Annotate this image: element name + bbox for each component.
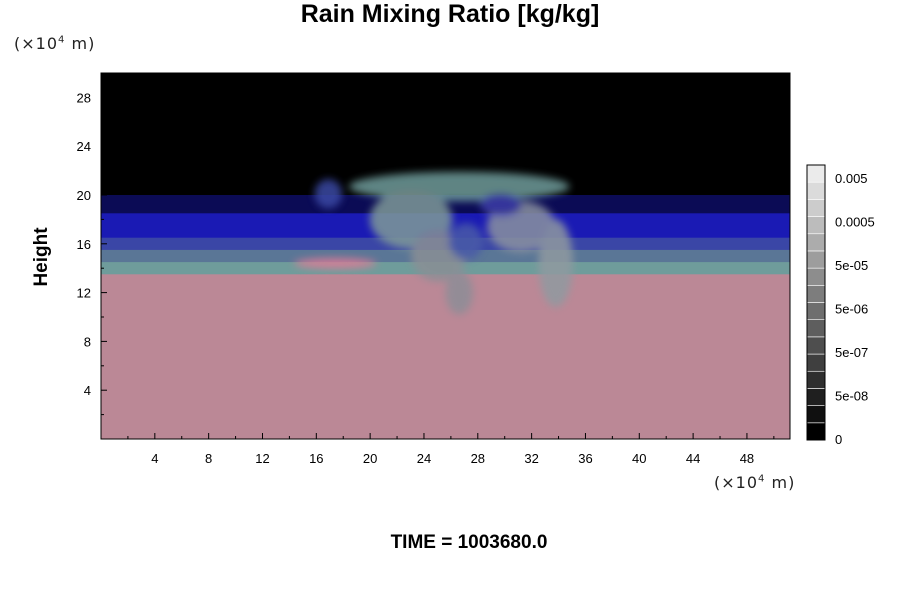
colorbar-level-8 xyxy=(806,285,826,303)
x-tick-label-3: 16 xyxy=(309,451,323,466)
chart-title: Rain Mixing Ratio [kg/kg] xyxy=(300,0,600,28)
colorbar-level-3 xyxy=(806,370,826,389)
x-axis-unit: (×104 m) xyxy=(714,473,795,492)
x-tick-label-1: 8 xyxy=(205,451,212,466)
plume-blob-7 xyxy=(314,179,343,209)
colorbar-level-10 xyxy=(806,250,826,269)
plume-blob-8 xyxy=(445,270,474,315)
y-tick-label-0: 4 xyxy=(84,383,91,398)
x-tick-label-9: 40 xyxy=(632,451,646,466)
colorbar-level-15 xyxy=(806,164,826,183)
y-tick-label-1: 8 xyxy=(84,334,91,349)
colorbar-level-9 xyxy=(806,267,826,286)
plume-blob-9 xyxy=(479,193,522,216)
y-tick-label-3: 16 xyxy=(77,237,91,252)
x-tick-label-4: 20 xyxy=(363,451,377,466)
colorbar-level-12 xyxy=(806,216,826,235)
x-tick-label-2: 12 xyxy=(255,451,269,466)
y-tick-label-2: 12 xyxy=(77,286,91,301)
colorbar-level-5 xyxy=(806,336,826,355)
colorbar-level-1 xyxy=(806,405,826,424)
colorbar-label-6: 0 xyxy=(835,432,842,447)
y-tick-label-6: 28 xyxy=(77,90,91,105)
plume-blob-0 xyxy=(349,171,570,202)
x-tick-label-8: 36 xyxy=(578,451,592,466)
colorbar-level-14 xyxy=(806,181,826,200)
x-tick-label-10: 44 xyxy=(686,451,700,466)
colorbar-level-11 xyxy=(806,233,826,252)
colorbar-label-1: 0.0005 xyxy=(835,215,875,230)
plot-frame xyxy=(100,72,791,440)
x-tick-label-11: 48 xyxy=(740,451,754,466)
colorbar-label-4: 5e-07 xyxy=(835,345,868,360)
colorbar-label-2: 5e-05 xyxy=(835,258,868,273)
x-unit-suffix: m) xyxy=(765,473,796,492)
plume-blob-4 xyxy=(538,219,573,308)
x-tick-label-6: 28 xyxy=(471,451,485,466)
plume-blob-5 xyxy=(293,257,377,269)
x-tick-label-5: 24 xyxy=(417,451,431,466)
colorbar-label-0: 0.005 xyxy=(835,171,868,186)
y-unit-exponent: 4 xyxy=(58,34,66,46)
colorbar-level-0 xyxy=(806,422,826,441)
y-tick-label-5: 24 xyxy=(77,139,91,154)
colorbar-level-6 xyxy=(806,319,826,338)
plume-blob-6 xyxy=(448,223,484,260)
y-unit-prefix: (×10 xyxy=(14,34,59,53)
colorbar-level-7 xyxy=(806,302,826,320)
x-tick-label-7: 32 xyxy=(524,451,538,466)
field-band-6 xyxy=(101,274,790,439)
colorbar-label-3: 5e-06 xyxy=(835,302,868,317)
y-unit-suffix: m) xyxy=(65,34,96,53)
y-axis-unit: (×104 m) xyxy=(14,34,95,53)
x-tick-label-0: 4 xyxy=(151,451,158,466)
y-tick-label-4: 20 xyxy=(77,188,91,203)
colorbar-level-2 xyxy=(806,388,826,406)
convective-plume xyxy=(293,171,573,315)
x-unit-prefix: (×10 xyxy=(714,473,759,492)
colorbar-frame xyxy=(806,164,826,441)
x-unit-exponent: 4 xyxy=(758,473,766,485)
colorbar-level-13 xyxy=(806,199,826,217)
x-axis-ticks: 4 8 12 16 20 24 28 32 36 40 44 48 xyxy=(127,433,775,466)
y-axis-ticks: 4 8 12 16 20 24 28 xyxy=(77,90,107,416)
colorbar: 0.005 0.0005 5e-05 5e-06 5e-07 5e-08 0 xyxy=(806,164,875,447)
colorbar-label-5: 5e-08 xyxy=(835,389,868,404)
time-label: TIME = 1003680.0 xyxy=(390,532,548,553)
colorbar-level-4 xyxy=(806,353,826,372)
